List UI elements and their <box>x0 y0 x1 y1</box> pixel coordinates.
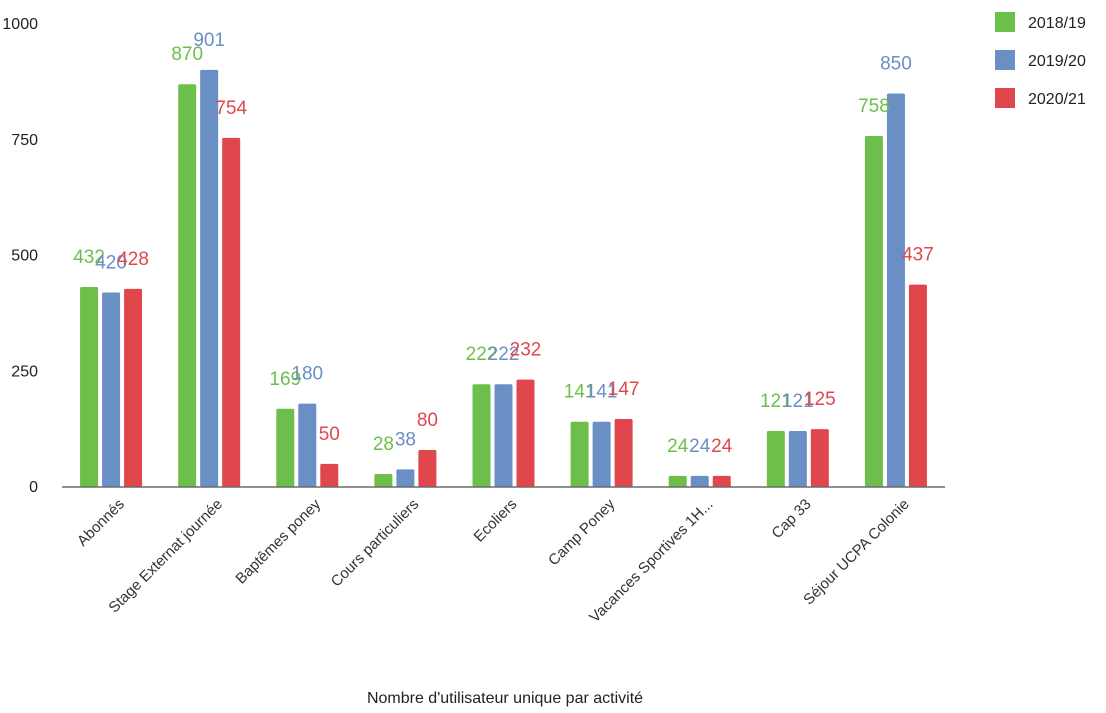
legend-swatch <box>995 12 1015 32</box>
y-tick-label: 0 <box>29 479 38 496</box>
bar <box>592 421 611 487</box>
legend-label: 2020/21 <box>1028 91 1086 108</box>
bars-group <box>80 69 927 487</box>
bar <box>472 384 491 487</box>
legend-label: 2019/20 <box>1028 53 1086 70</box>
bar-data-label: 38 <box>395 429 416 450</box>
bar-data-label: 141 <box>586 382 618 403</box>
x-axis-title: Nombre d'utilisateur unique par activité <box>367 690 643 707</box>
bar <box>810 429 829 487</box>
bar-data-label: 121 <box>782 391 814 412</box>
bar-data-label: 232 <box>510 340 542 361</box>
bar <box>178 84 197 487</box>
y-tick-label: 250 <box>11 363 38 380</box>
x-tick-label: Stage Externat journée <box>105 496 226 617</box>
bar <box>494 384 513 487</box>
bar-data-label: 169 <box>269 369 301 390</box>
y-tick-label: 1000 <box>2 16 38 33</box>
bar <box>396 469 415 487</box>
bar <box>80 286 99 487</box>
bar-data-label: 50 <box>319 424 340 445</box>
legend-label: 2018/19 <box>1028 15 1086 32</box>
bar-data-label: 754 <box>215 98 247 119</box>
bar <box>712 475 731 487</box>
bar <box>418 449 437 487</box>
bar-data-label: 147 <box>608 379 640 400</box>
bar <box>200 69 219 487</box>
bar-data-label: 870 <box>171 44 203 65</box>
bar-data-label: 24 <box>711 436 733 457</box>
bar-data-label: 125 <box>804 389 836 410</box>
bar-data-label: 28 <box>373 434 394 455</box>
x-tick-label: Séjour UCPA Colonie <box>800 496 913 609</box>
bar-data-label: 80 <box>417 410 438 431</box>
bar-data-label: 437 <box>902 245 934 266</box>
bar <box>320 463 339 487</box>
bar <box>668 475 687 487</box>
bar <box>276 408 295 487</box>
bar-data-label: 141 <box>564 382 596 403</box>
x-tick-label: Ecoliers <box>471 496 521 546</box>
bar-data-label: 428 <box>117 249 149 270</box>
y-tick-label: 750 <box>11 132 38 149</box>
bar <box>102 292 121 487</box>
y-axis: 0 250 500 750 1000 <box>2 16 38 496</box>
bar <box>298 403 317 487</box>
bar <box>570 421 589 487</box>
bar-data-label: 420 <box>95 253 127 274</box>
bar-data-label: 24 <box>667 436 689 457</box>
legend-swatch <box>995 88 1015 108</box>
legend: 2018/19 2019/20 2020/21 <box>995 12 1086 108</box>
x-tick-label: Camp Poney <box>545 495 619 569</box>
bar-data-label: 24 <box>689 436 711 457</box>
x-tick-label: Cours particuliers <box>328 496 423 591</box>
bar <box>788 430 807 487</box>
x-tick-label: Baptêmes poney <box>232 495 324 587</box>
bar <box>766 430 785 487</box>
bar-data-label: 222 <box>466 344 498 365</box>
bar-data-label: 901 <box>193 30 225 51</box>
bar <box>516 379 535 487</box>
bar <box>222 137 241 487</box>
bar <box>614 418 633 487</box>
bar <box>374 474 393 487</box>
y-tick-label: 500 <box>11 248 38 265</box>
bar <box>124 288 143 487</box>
x-tick-label: Cap 33 <box>768 496 814 542</box>
legend-swatch <box>995 50 1015 70</box>
bar <box>864 136 883 487</box>
bar <box>908 284 927 487</box>
bar-data-label: 432 <box>73 247 105 268</box>
bar-data-label: 121 <box>760 391 792 412</box>
bar-data-label: 758 <box>858 96 890 117</box>
x-tick-label: Abonnés <box>74 496 128 550</box>
bar <box>886 93 905 487</box>
bar <box>690 475 709 487</box>
bar-data-label: 222 <box>488 344 520 365</box>
bar-data-label: 180 <box>291 364 323 385</box>
bar-data-label: 850 <box>880 53 912 74</box>
